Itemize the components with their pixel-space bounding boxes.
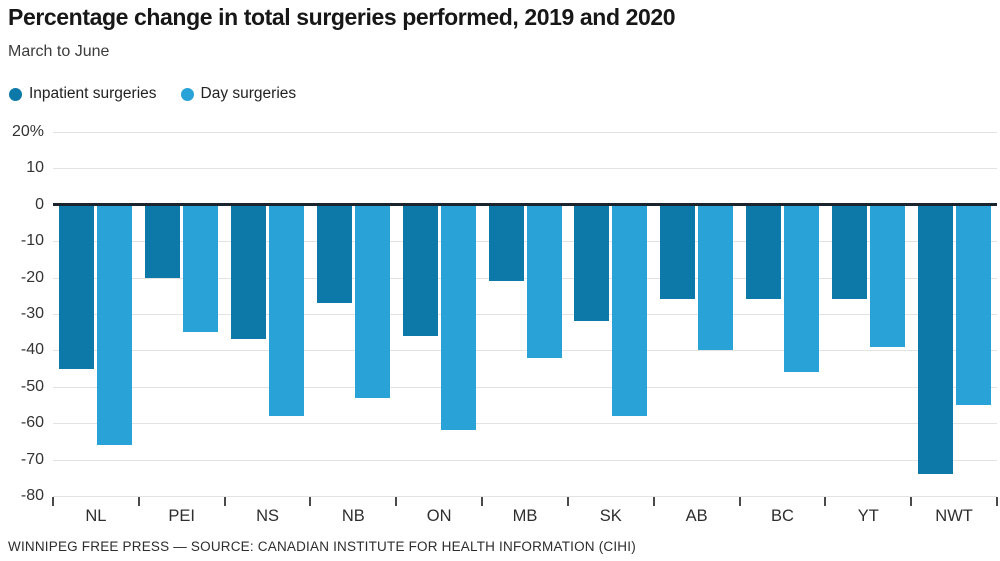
gridline--50	[53, 386, 997, 388]
x-axis-tick	[652, 497, 655, 506]
x-tick-label-YT: YT	[857, 507, 879, 525]
chart-title: Percentage change in total surgeries per…	[8, 4, 676, 30]
gridline-20	[53, 132, 997, 133]
x-axis-tick	[223, 497, 226, 506]
y-tick-label--10: -10	[20, 232, 44, 250]
bar-inpatient-NB	[316, 204, 352, 304]
gridline--10	[53, 241, 997, 243]
y-tick-label--20: -20	[20, 268, 44, 286]
x-axis-tick	[395, 497, 398, 506]
bar-inpatient-PEI	[145, 204, 181, 278]
source-attribution: WINNIPEG FREE PRESS — SOURCE: CANADIAN I…	[8, 539, 636, 554]
bar-day-NL	[97, 204, 133, 446]
x-axis-tick	[910, 497, 913, 506]
legend-item-inpatient: Inpatient surgeries	[9, 85, 157, 103]
bar-day-BC	[783, 204, 819, 373]
legend-item-day: Day surgeries	[180, 85, 297, 103]
y-tick-label--50: -50	[20, 377, 44, 395]
bar-inpatient-SK	[574, 204, 610, 322]
y-tick-label-0: 0	[35, 195, 44, 213]
legend-dot-icon	[9, 87, 22, 101]
y-tick-label-20: 20%	[11, 123, 44, 140]
x-tick-label-BC: BC	[770, 507, 794, 525]
x-tick-label-NWT: NWT	[935, 507, 973, 525]
bar-inpatient-YT	[831, 204, 867, 300]
bar-day-PEI	[183, 204, 219, 333]
x-axis-tick	[481, 497, 484, 506]
plot-area	[53, 132, 997, 497]
x-tick-label-MB: MB	[512, 507, 538, 525]
x-axis-tick	[52, 497, 54, 506]
y-tick-label--60: -60	[20, 414, 44, 432]
bar-day-ON	[440, 204, 476, 431]
gridline--20	[53, 277, 997, 279]
legend-dot-icon	[180, 87, 194, 101]
bar-inpatient-MB	[488, 204, 524, 282]
x-tick-label-ON: ON	[426, 507, 452, 525]
chart-legend: Inpatient surgeries Day surgeries	[9, 85, 296, 103]
bar-inpatient-BC	[745, 204, 781, 300]
x-tick-label-NB: NB	[341, 507, 365, 525]
bar-inpatient-AB	[660, 204, 696, 300]
x-axis-tick	[566, 497, 569, 506]
gridline--70	[53, 459, 997, 461]
x-tick-label-PEI: PEI	[168, 507, 196, 525]
chart-subtitle: March to June	[8, 43, 110, 60]
y-tick-label--70: -70	[20, 450, 44, 468]
y-tick-label--30: -30	[20, 305, 44, 322]
bar-inpatient-NS	[231, 204, 267, 340]
bar-inpatient-ON	[402, 204, 438, 336]
y-tick-label--40: -40	[20, 341, 44, 359]
bar-day-MB	[526, 204, 562, 358]
gridline--40	[53, 350, 997, 352]
x-axis-tick	[996, 497, 998, 506]
y-tick-label-10: 10	[26, 159, 44, 177]
gridline-10	[53, 168, 997, 170]
x-axis-tick	[738, 497, 741, 506]
x-axis-tick	[824, 497, 827, 506]
zero-baseline	[53, 203, 997, 207]
y-tick-label--80: -80	[20, 487, 44, 504]
bar-day-NWT	[955, 204, 991, 405]
legend-label: Inpatient surgeries	[29, 85, 157, 102]
x-tick-label-NS: NS	[256, 507, 279, 525]
x-tick-label-AB: AB	[685, 507, 708, 525]
bar-inpatient-NWT	[917, 204, 953, 475]
x-axis-tick	[137, 497, 140, 506]
x-tick-label-SK: SK	[599, 507, 622, 525]
gridline--30	[53, 314, 997, 315]
x-tick-label-NL: NL	[85, 507, 107, 525]
x-axis-tick	[309, 497, 312, 506]
bar-day-SK	[612, 204, 648, 416]
bar-inpatient-NL	[59, 204, 95, 369]
bar-day-NS	[269, 204, 305, 416]
gridline--80	[53, 496, 997, 497]
bar-day-NB	[354, 204, 390, 398]
gridline--60	[53, 423, 997, 425]
legend-label: Day surgeries	[200, 85, 297, 102]
bar-day-YT	[869, 204, 905, 347]
bar-day-AB	[698, 204, 734, 351]
